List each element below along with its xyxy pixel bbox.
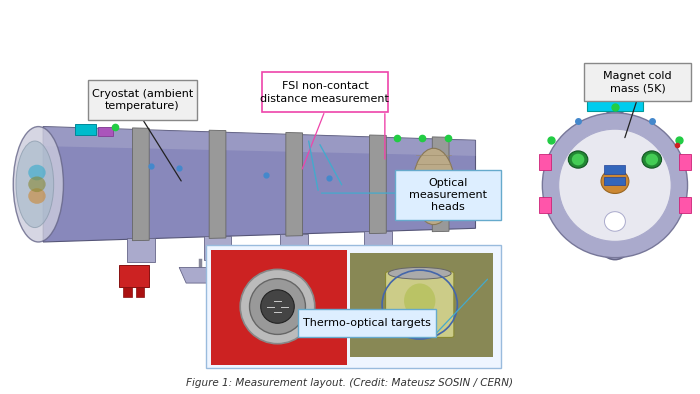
FancyBboxPatch shape [298,309,437,337]
Ellipse shape [645,154,658,165]
Polygon shape [132,128,149,241]
Ellipse shape [542,113,687,258]
Ellipse shape [16,141,54,228]
Ellipse shape [389,268,451,279]
FancyBboxPatch shape [679,197,691,213]
FancyBboxPatch shape [314,277,322,287]
Ellipse shape [413,148,454,225]
FancyBboxPatch shape [539,197,551,213]
FancyBboxPatch shape [679,154,691,169]
Ellipse shape [605,212,625,231]
Polygon shape [209,130,226,238]
FancyBboxPatch shape [301,277,309,287]
Polygon shape [273,268,315,283]
Ellipse shape [260,290,294,323]
FancyBboxPatch shape [296,256,327,277]
FancyBboxPatch shape [584,63,691,101]
Ellipse shape [601,169,629,193]
Ellipse shape [28,165,46,180]
FancyBboxPatch shape [204,236,232,260]
Polygon shape [43,126,475,242]
FancyBboxPatch shape [539,154,551,169]
FancyBboxPatch shape [206,245,501,368]
Ellipse shape [28,177,46,192]
FancyBboxPatch shape [211,250,346,365]
FancyBboxPatch shape [605,177,625,185]
FancyBboxPatch shape [136,287,144,297]
Ellipse shape [559,129,671,242]
FancyBboxPatch shape [386,272,454,337]
Polygon shape [370,135,386,234]
FancyBboxPatch shape [75,124,95,135]
FancyBboxPatch shape [395,170,501,220]
Polygon shape [43,126,475,156]
Polygon shape [179,268,221,283]
Ellipse shape [572,154,584,165]
Ellipse shape [249,279,305,335]
Ellipse shape [568,151,588,168]
Ellipse shape [582,111,648,260]
FancyBboxPatch shape [350,253,493,357]
Ellipse shape [28,188,46,204]
Text: FSI non-contact
distance measurement: FSI non-contact distance measurement [260,81,389,104]
FancyBboxPatch shape [262,72,388,113]
Text: Figure 1: Measurement layout. (Credit: Mateusz SOSIN / CERN): Figure 1: Measurement layout. (Credit: M… [186,378,514,388]
Polygon shape [433,137,449,232]
FancyBboxPatch shape [97,126,113,136]
Text: Thermo-optical targets: Thermo-optical targets [304,318,431,328]
Text: Magnet cold
mass (5K): Magnet cold mass (5K) [603,71,672,93]
Ellipse shape [642,151,661,168]
FancyBboxPatch shape [280,234,308,257]
FancyBboxPatch shape [364,231,392,255]
Ellipse shape [240,269,315,344]
FancyBboxPatch shape [88,80,197,120]
FancyBboxPatch shape [123,287,132,297]
FancyBboxPatch shape [587,85,643,111]
Polygon shape [286,132,302,236]
Ellipse shape [404,283,435,318]
Text: Cryostat (ambient
temperature): Cryostat (ambient temperature) [92,89,193,112]
FancyBboxPatch shape [127,238,155,262]
Ellipse shape [13,126,64,242]
FancyBboxPatch shape [118,266,149,287]
Text: Optical
measurement
heads: Optical measurement heads [409,178,487,212]
FancyBboxPatch shape [605,165,625,173]
